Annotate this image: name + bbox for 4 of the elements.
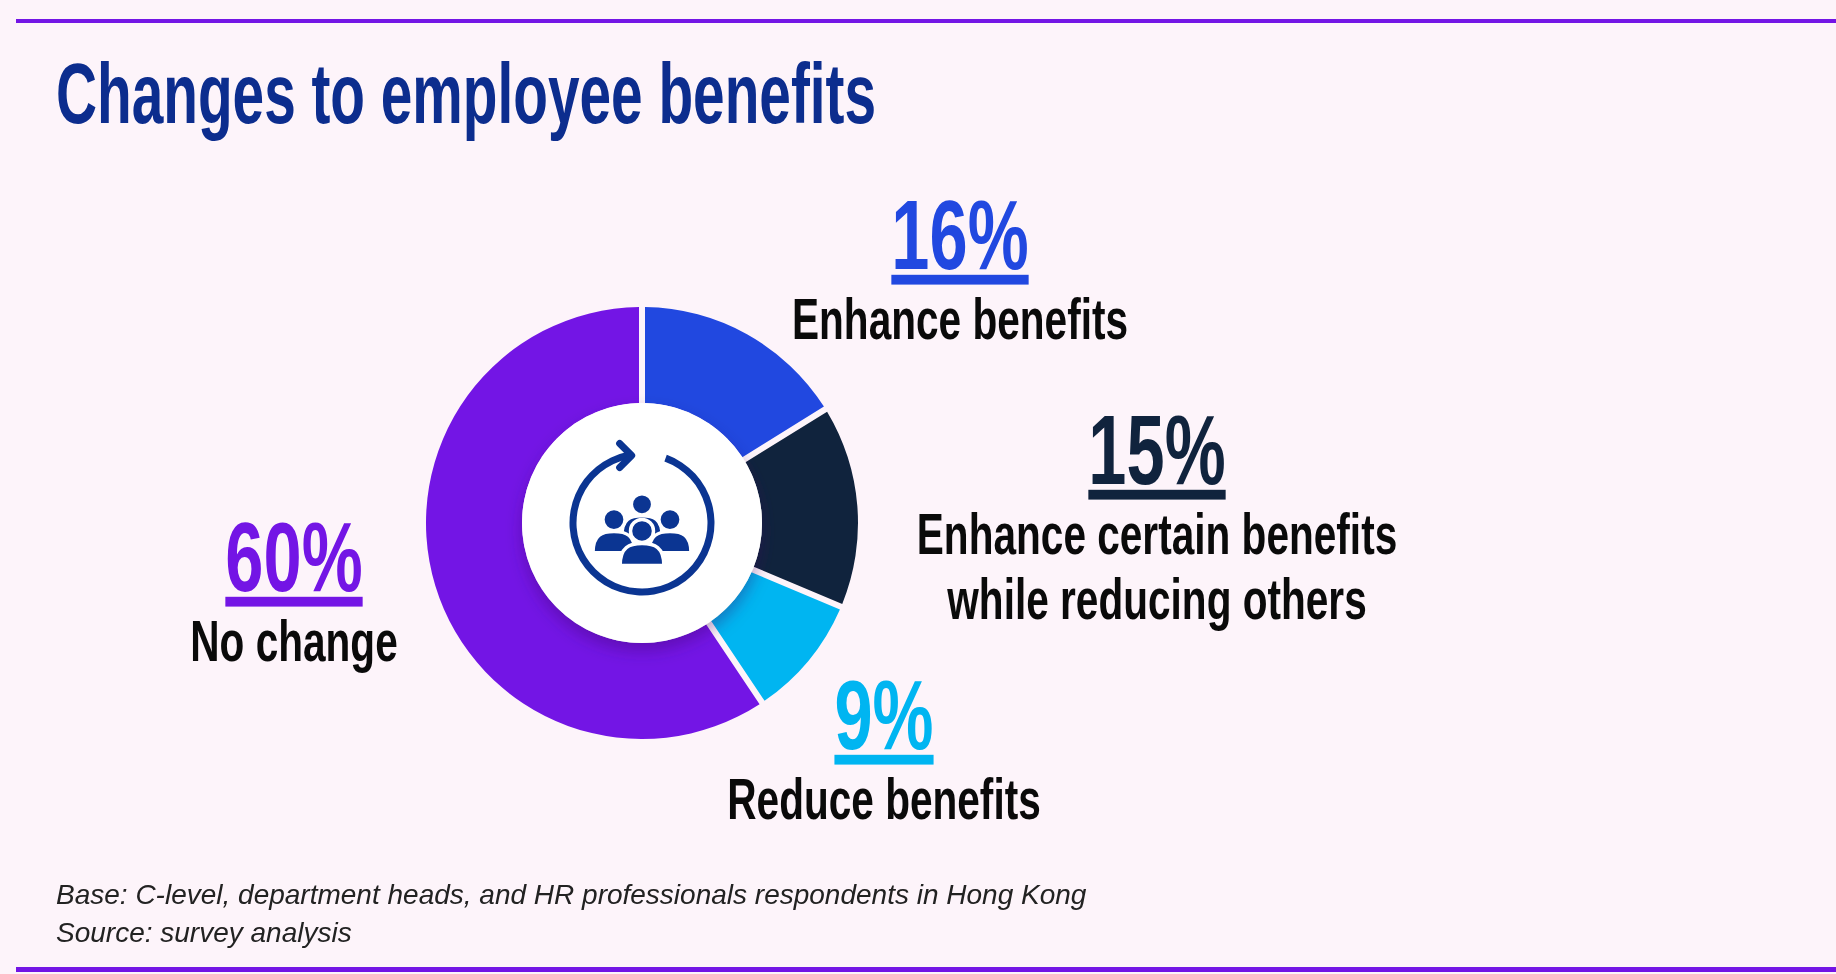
text: Base: C-level, department heads, and HR professionals respondents in Hong Kong (56, 879, 1087, 910)
donut-slice (745, 411, 858, 604)
chart-title: Changes to employee benefits (56, 45, 877, 141)
source-note: Source: survey analysis (56, 917, 352, 948)
